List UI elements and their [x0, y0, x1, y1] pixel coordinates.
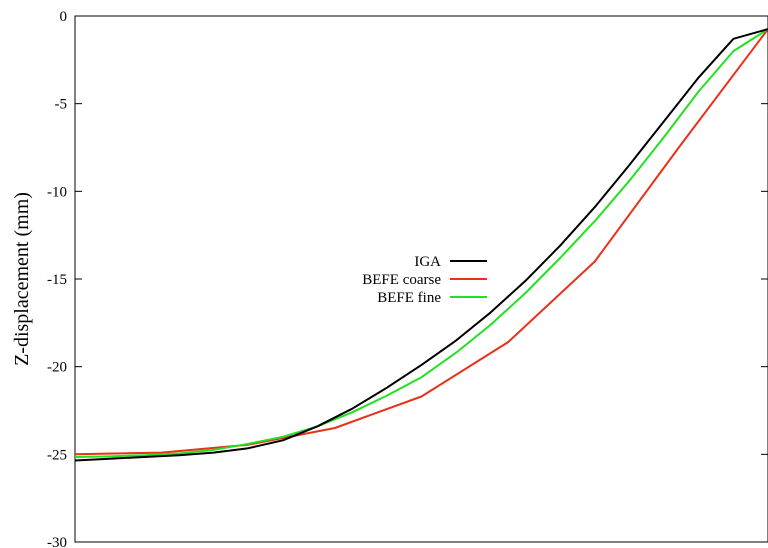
y-axis-title: Z-displacement (mm): [11, 192, 33, 366]
series-line-iga: [74, 28, 768, 462]
series-layer: [74, 28, 768, 462]
y-tick-label: -5: [55, 97, 68, 113]
y-tick-label: 0: [60, 9, 68, 25]
y-tick-label: -20: [47, 360, 67, 376]
legend-label: BEFE fine: [377, 290, 441, 306]
y-tick-label: -30: [47, 535, 67, 548]
y-tick-label: -25: [47, 447, 67, 463]
series-line-befe-coarse: [74, 28, 768, 456]
y-axis-ticks: 0 -5 -10 -15 -20 -25 -30: [47, 9, 768, 548]
series-line-befe-fine: [74, 28, 768, 458]
y-tick-label: -10: [47, 184, 67, 200]
legend-label: BEFE coarse: [362, 272, 441, 288]
y-tick-label: -15: [47, 272, 67, 288]
legend-label: IGA: [414, 254, 441, 270]
legend: IGA BEFE coarse BEFE fine: [362, 254, 487, 306]
